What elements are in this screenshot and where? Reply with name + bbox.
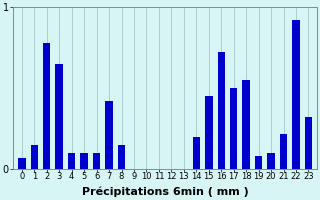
Bar (118, 145, 125, 169)
Bar (218, 52, 225, 169)
Bar (243, 80, 250, 169)
Bar (30, 145, 38, 169)
Bar (55, 64, 63, 169)
Bar (305, 117, 312, 169)
Bar (68, 153, 76, 169)
Bar (205, 96, 212, 169)
Bar (230, 88, 237, 169)
Bar (255, 156, 262, 169)
Bar (80, 153, 88, 169)
Bar (193, 137, 200, 169)
Bar (268, 153, 275, 169)
Bar (292, 20, 300, 169)
Bar (93, 153, 100, 169)
Bar (43, 43, 51, 169)
Bar (280, 134, 287, 169)
Bar (18, 158, 26, 169)
Bar (105, 101, 113, 169)
X-axis label: Précipitations 6min ( mm ): Précipitations 6min ( mm ) (82, 187, 249, 197)
